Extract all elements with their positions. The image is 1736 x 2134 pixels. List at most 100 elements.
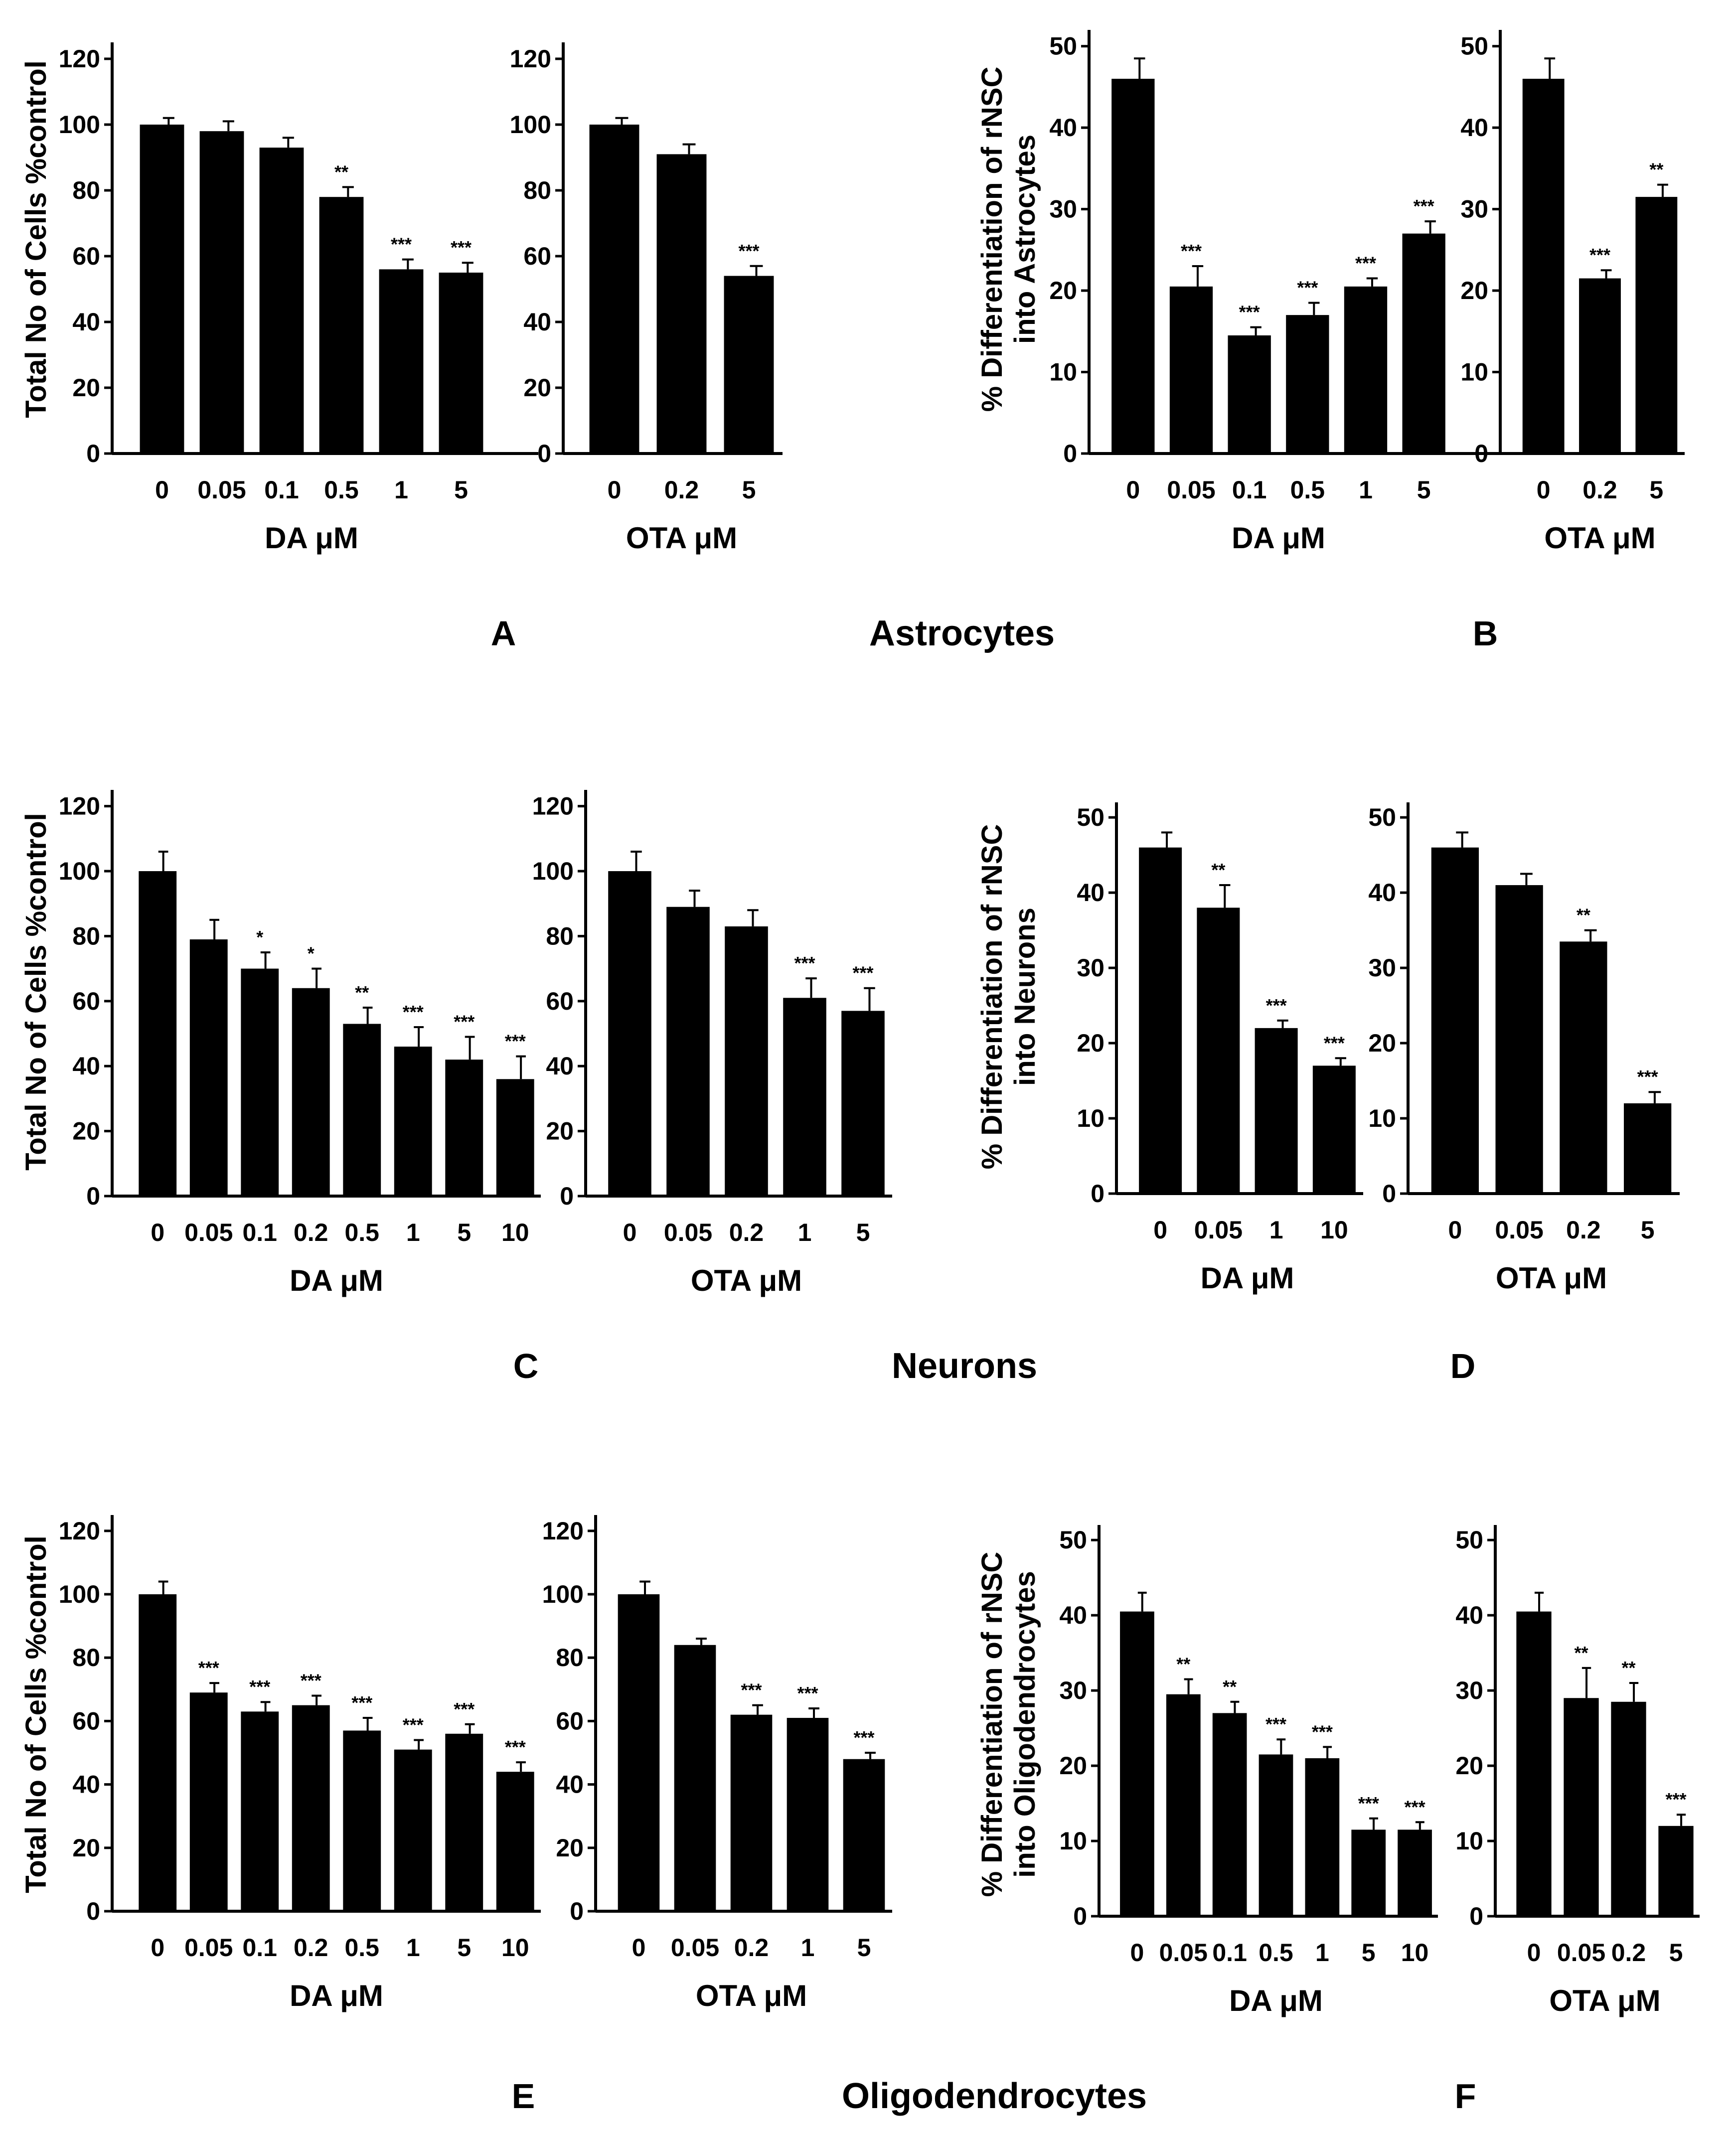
y-tick-label: 40 <box>72 1052 100 1080</box>
bar <box>189 939 228 1196</box>
significance-label: *** <box>1265 1714 1286 1734</box>
x-tick-label: 0.1 <box>264 476 299 504</box>
y-tick-label: 0 <box>570 1897 584 1925</box>
significance-label: *** <box>1665 1789 1686 1810</box>
y-tick-label: 0 <box>1063 440 1077 467</box>
bar <box>445 1060 483 1196</box>
subplot-ota: 0 20 40 60 80 100 120 0 0.05 *** 0.2 *** 1 *** 5 OTA μM <box>542 1515 892 2012</box>
x-axis-label: DA μM <box>1232 521 1325 555</box>
x-axis-label: DA μM <box>1229 1984 1323 2017</box>
bar <box>379 269 424 454</box>
bar <box>841 1011 885 1196</box>
x-tick-label: 0.1 <box>242 1219 277 1246</box>
bar <box>1139 847 1182 1194</box>
bar <box>1495 885 1543 1194</box>
significance-label: *** <box>852 963 873 983</box>
y-tick-label: 40 <box>72 1771 100 1799</box>
x-axis-label: DA μM <box>1201 1261 1294 1295</box>
significance-label: ** <box>1211 860 1225 880</box>
panel-letter-b: B <box>1473 614 1498 653</box>
x-tick-label: 10 <box>501 1934 529 1962</box>
bar <box>1560 941 1607 1194</box>
y-tick-label: 20 <box>72 1834 100 1862</box>
significance-label: *** <box>741 1680 762 1700</box>
significance-label: *** <box>738 241 759 261</box>
x-tick-label: 10 <box>501 1219 529 1246</box>
x-tick-label: 5 <box>1669 1939 1683 1967</box>
y-tick-label: 20 <box>1460 277 1488 305</box>
bar <box>394 1749 432 1911</box>
x-tick-label: 0.05 <box>1159 1939 1208 1967</box>
significance-label: *** <box>1324 1033 1345 1053</box>
x-tick-label: 0.5 <box>344 1219 379 1246</box>
significance-label: ** <box>1577 905 1590 925</box>
subplot-da: 0 10 20 30 40 50 0 ** 0.05 ** 0.1 *** 0.5 *** 1 *** 5 ***… <box>1059 1525 1438 2017</box>
x-axis-label: OTA μM <box>696 1979 807 2012</box>
bar <box>1398 1829 1432 1916</box>
chart-panel-a: Total No of Cells %control02040608010012… <box>20 42 783 555</box>
x-tick-label: 0.5 <box>344 1934 379 1962</box>
significance-label: *** <box>1297 278 1318 298</box>
y-tick-label: 0 <box>1474 440 1488 467</box>
y-tick-label: 50 <box>1455 1526 1483 1554</box>
bar <box>724 276 774 454</box>
bar <box>1228 335 1271 454</box>
y-tick-label: 20 <box>1049 277 1077 305</box>
y-tick-label: 10 <box>1049 358 1077 386</box>
x-tick-label: 0.2 <box>1582 476 1617 504</box>
x-tick-label: 0.2 <box>1566 1216 1601 1244</box>
x-tick-label: 0.05 <box>1557 1939 1605 1967</box>
y-tick-label: 20 <box>1077 1029 1105 1057</box>
y-tick-label: 50 <box>1368 803 1396 831</box>
significance-label: *** <box>1266 995 1287 1016</box>
bar <box>1312 1066 1356 1194</box>
x-tick-label: 5 <box>857 1934 871 1962</box>
y-tick-label: 30 <box>1077 954 1105 982</box>
x-tick-label: 5 <box>457 1219 471 1246</box>
bar <box>445 1733 483 1911</box>
y-tick-label: 0 <box>1073 1902 1087 1930</box>
bar <box>1344 286 1388 454</box>
y-tick-label: 60 <box>72 1707 100 1735</box>
y-tick-label: 0 <box>1382 1180 1396 1208</box>
x-tick-label: 0.5 <box>324 476 359 504</box>
significance-label: *** <box>391 234 412 255</box>
x-tick-label: 0.05 <box>1167 476 1215 504</box>
bar <box>241 968 279 1196</box>
y-tick-label: 80 <box>72 1644 100 1672</box>
x-tick-label: 0 <box>1448 1216 1462 1244</box>
significance-label: ** <box>334 161 348 182</box>
x-tick-label: 0 <box>632 1934 646 1962</box>
y-tick-label: 100 <box>532 857 574 885</box>
y-tick-label: 60 <box>72 987 100 1015</box>
y-tick-label: 0 <box>560 1182 574 1210</box>
x-tick-label: 0.05 <box>197 476 246 504</box>
x-tick-label: 5 <box>1417 476 1431 504</box>
y-tick-label: 40 <box>72 308 100 336</box>
y-tick-label: 80 <box>72 176 100 204</box>
x-tick-label: 0 <box>608 476 622 504</box>
chart-panel-f: % Differentiation of rNSC into Oligodendr… <box>976 1525 1700 2017</box>
x-tick-label: 1 <box>801 1934 815 1962</box>
x-tick-label: 0.2 <box>664 476 699 504</box>
bar <box>292 988 330 1196</box>
y-tick-label: 100 <box>59 857 100 885</box>
x-tick-label: 0 <box>1527 1939 1541 1967</box>
x-tick-label: 0 <box>623 1219 637 1246</box>
chart-panel-c: Total No of Cells %control02040608010012… <box>20 790 892 1297</box>
y-tick-label: 30 <box>1460 195 1488 223</box>
bar <box>343 1730 381 1911</box>
x-tick-label: 1 <box>1359 476 1373 504</box>
panel-letter-f: F <box>1455 2077 1476 2116</box>
x-tick-label: 0.5 <box>1259 1939 1293 1967</box>
y-tick-label: 0 <box>86 1897 100 1925</box>
significance-label: *** <box>1355 253 1376 274</box>
y-tick-label: 0 <box>86 440 100 467</box>
x-axis-label: OTA μM <box>1496 1261 1607 1295</box>
x-tick-label: 5 <box>457 1934 471 1962</box>
y-tick-label: 40 <box>1049 114 1077 142</box>
x-tick-label: 0.1 <box>1232 476 1267 504</box>
y-tick-label: 60 <box>556 1707 584 1735</box>
significance-label: *** <box>403 1002 424 1022</box>
